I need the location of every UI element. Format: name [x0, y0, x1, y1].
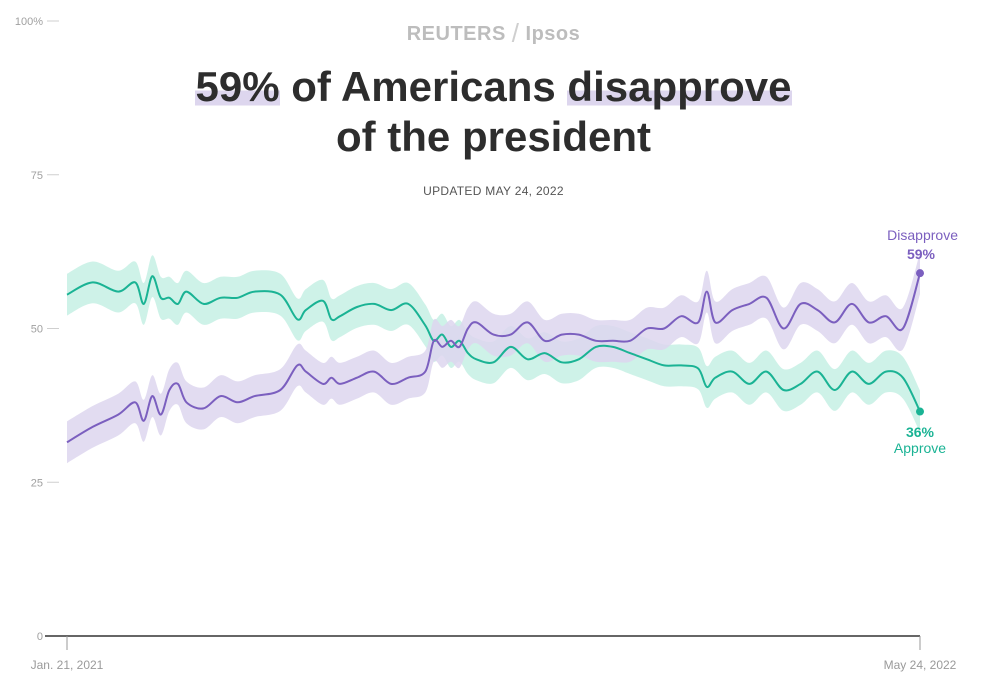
approve-series-value: 36% [906, 424, 935, 440]
reuters-logo: REUTERS [406, 23, 506, 45]
y-tick-label-75: 75 [31, 170, 43, 182]
title-middle: of Americans [279, 63, 568, 110]
confidence-bands [67, 252, 920, 464]
brand-logos: REUTERS / Ipsos [0, 18, 987, 49]
y-tick-label-0: 0 [37, 631, 43, 643]
title-line-2: of the president [335, 113, 652, 160]
disapprove-series-value: 59% [907, 246, 936, 262]
series-lines [66, 272, 921, 444]
approve-endpoint-dot [916, 407, 924, 416]
title-highlight-disapprove: disapprove [567, 63, 792, 110]
approve-line [66, 275, 921, 412]
x-tick-label-end: May 24, 2022 [884, 658, 957, 672]
brand-separator: / [511, 18, 520, 48]
x-tick-label-start: Jan. 21, 2021 [31, 658, 104, 672]
updated-date: UPDATED MAY 24, 2022 [423, 184, 564, 198]
y-tick-label-50: 50 [31, 324, 43, 336]
disapprove-line [66, 272, 921, 444]
disapprove-series-label: Disapprove [887, 227, 958, 243]
disapprove-confidence-band [67, 252, 920, 464]
y-axis: 0 25 50 75 100% [15, 16, 59, 643]
y-tick-label-100: 100% [15, 16, 43, 28]
series-endpoints [916, 269, 924, 416]
title-highlight-percent: 59% [195, 63, 280, 110]
y-tick-label-25: 25 [31, 477, 43, 489]
disapprove-endpoint-dot [916, 269, 924, 278]
ipsos-logo: Ipsos [525, 23, 581, 45]
chart-title: 59% of Americans disapprove of the presi… [0, 62, 987, 162]
approve-series-label: Approve [894, 440, 946, 456]
